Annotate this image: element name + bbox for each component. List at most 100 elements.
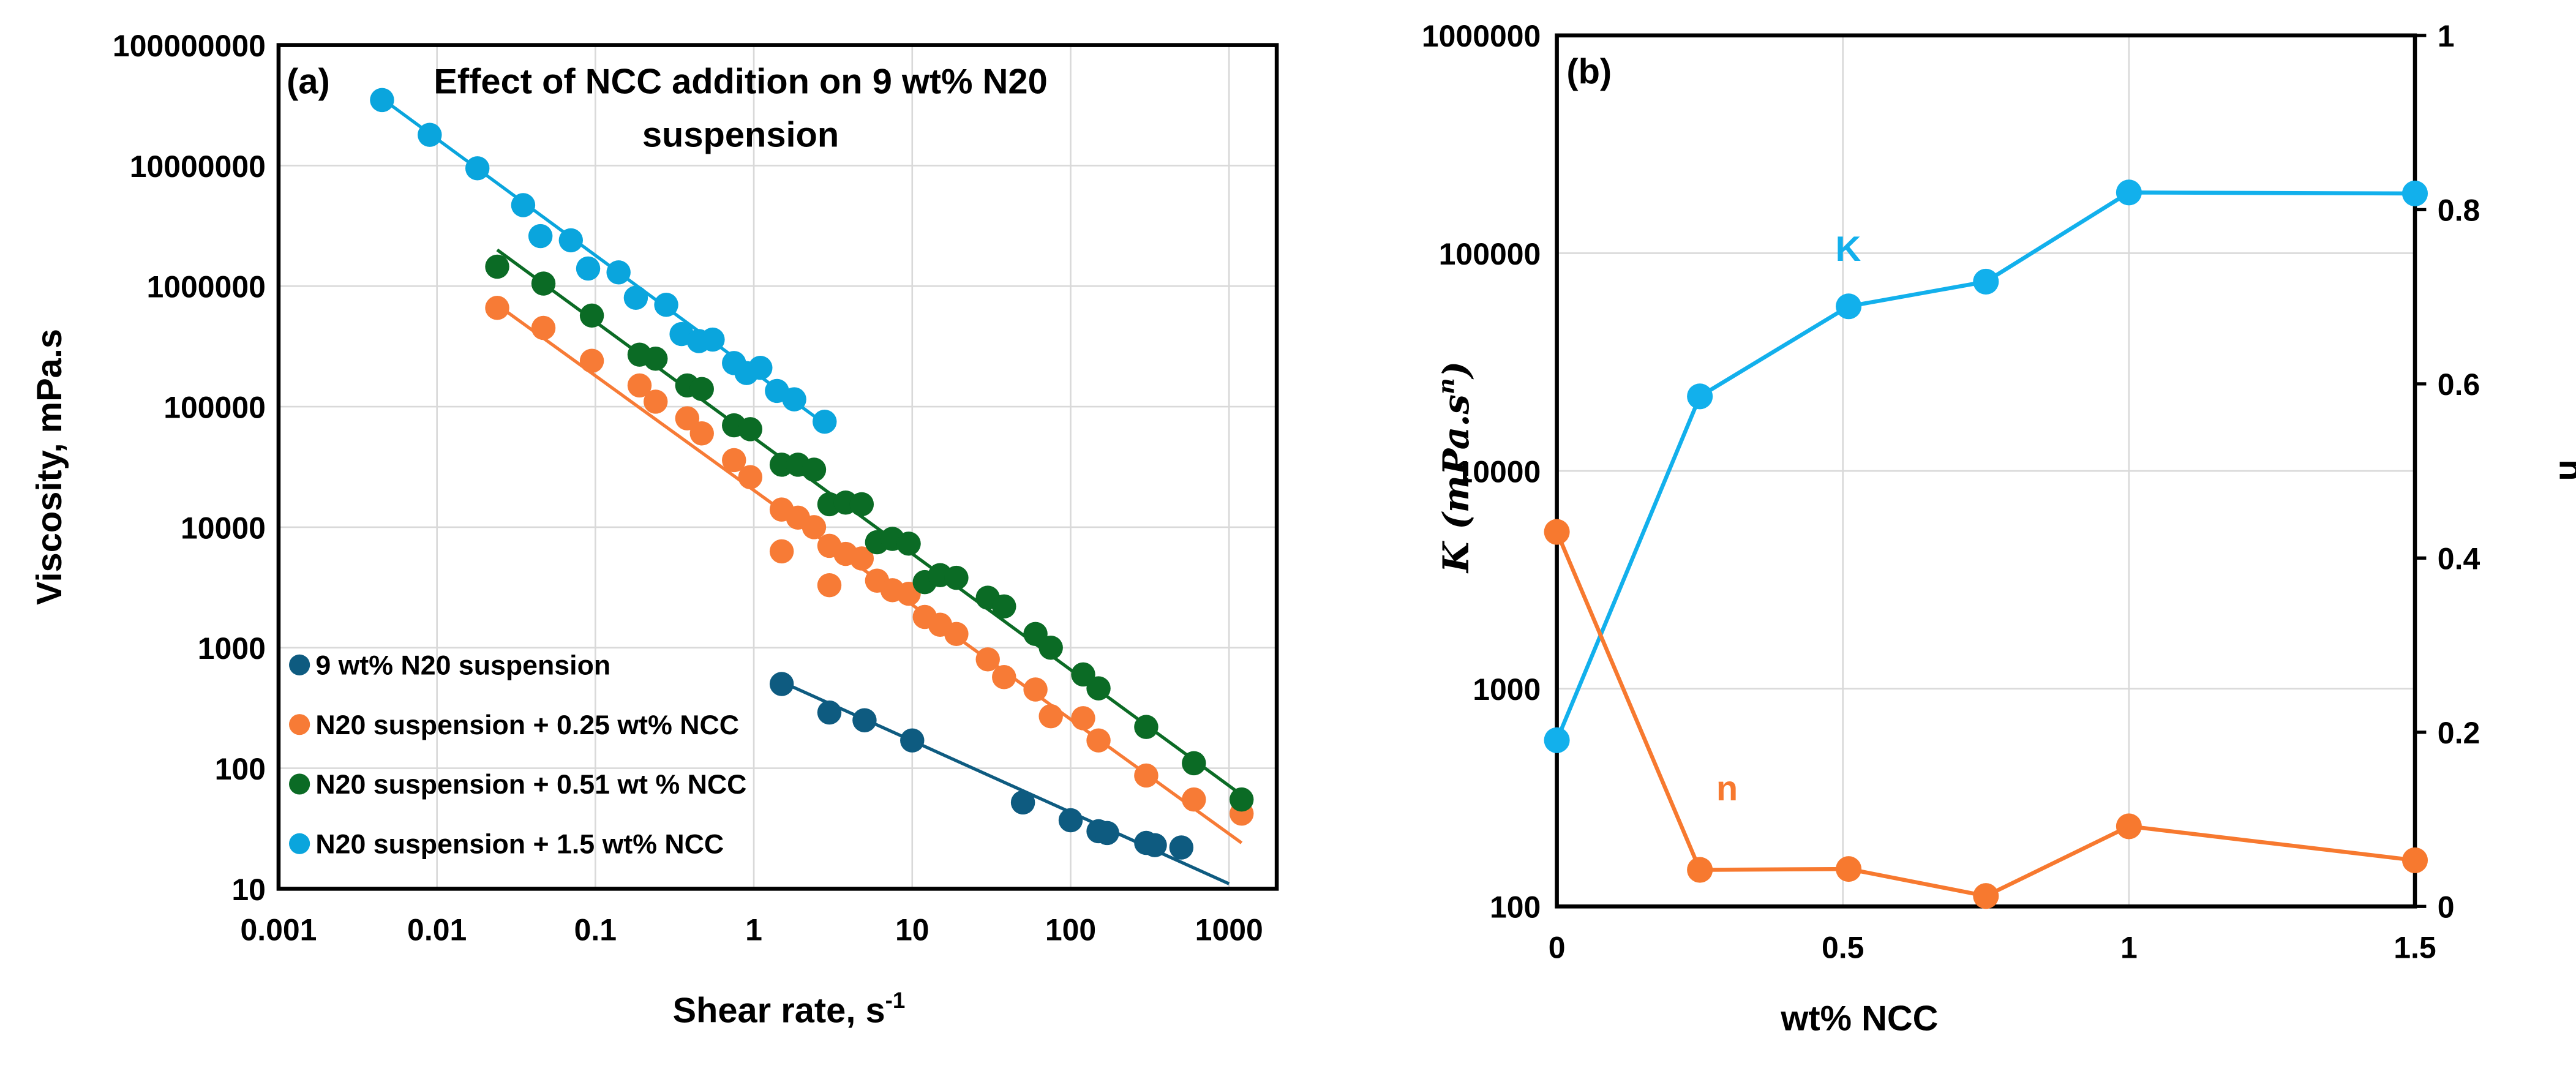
x-axis-label-text: Shear rate, s [672, 991, 885, 1031]
data-point [1687, 857, 1713, 883]
x-axis-label: wt% NCC [1780, 999, 1938, 1039]
data-point [1973, 268, 1999, 295]
y2-tick-label: 0.4 [2438, 542, 2480, 576]
series-K [1544, 179, 2428, 753]
data-point [689, 421, 714, 446]
y-tick-label: 1000 [1473, 672, 1541, 707]
data-point [485, 254, 509, 279]
series-4 [370, 88, 837, 434]
x-tick-label: 0.01 [407, 913, 467, 947]
fit-line [496, 248, 1243, 797]
data-point [1058, 808, 1083, 833]
data-point [722, 448, 746, 473]
data-point [738, 417, 763, 442]
x-tick-label: 1000 [1195, 913, 1263, 947]
data-point [511, 193, 536, 217]
series-1 [769, 672, 1230, 885]
data-point [579, 303, 604, 328]
y-tick-label: 10000000 [130, 149, 266, 184]
data-point [2401, 847, 2428, 873]
data-point [1023, 677, 1048, 702]
data-point [623, 285, 648, 310]
x-tick-label: 1 [2120, 930, 2138, 964]
data-point [896, 532, 921, 556]
data-point [627, 373, 652, 398]
y-tick-label: 10 [231, 873, 266, 907]
legend-label: N20 suspension + 0.51 wt % NCC [315, 770, 746, 800]
data-point [1544, 727, 1570, 753]
y-tick-label: 100 [215, 752, 266, 786]
data-point [1134, 715, 1158, 739]
x-tick-label: 0.001 [240, 913, 317, 947]
series-label-n: n [1716, 769, 1738, 808]
data-point [528, 224, 553, 249]
data-point [900, 728, 925, 753]
data-point [769, 672, 794, 696]
data-point [1182, 787, 1206, 812]
x-axis-label-superscript: -1 [885, 988, 906, 1013]
data-point [700, 327, 725, 352]
x-tick-label: 1.5 [2394, 930, 2436, 964]
data-point [817, 573, 842, 598]
data-point [1143, 833, 1167, 857]
data-point [418, 122, 442, 147]
y-tick-label: 100 [1490, 890, 1541, 925]
data-point [1071, 662, 1095, 687]
data-point [644, 347, 668, 371]
data-point [944, 565, 969, 590]
y-axis-label: K (mPa.sn) [1432, 361, 1477, 574]
legend-marker [289, 654, 310, 675]
legend-marker [289, 714, 310, 735]
data-point [2401, 180, 2428, 206]
data-point [1229, 787, 1254, 812]
data-point [654, 293, 678, 317]
x-tick-label: 100 [1045, 913, 1096, 947]
chart-title: suspension [642, 115, 839, 154]
data-point [782, 387, 806, 411]
data-point [1038, 636, 1063, 660]
legend-marker [289, 773, 310, 795]
data-point [992, 594, 1016, 619]
y2-tick-label: 0.8 [2438, 194, 2480, 228]
data-point [1086, 728, 1111, 753]
data-point [1687, 383, 1713, 410]
data-point [944, 622, 969, 647]
y-axis-label-end: ) [1435, 361, 1477, 380]
data-point [644, 389, 668, 414]
series-line [1555, 190, 2416, 742]
data-point [558, 228, 584, 253]
y-tick-label: 10000 [181, 511, 266, 545]
y-tick-label: 100000 [163, 390, 266, 424]
x-tick-label: 0.1 [574, 913, 617, 947]
plot-frame [276, 43, 1279, 891]
x-axis-label: Shear rate, s-1 [672, 988, 905, 1031]
data-point [748, 355, 773, 380]
data-point [802, 515, 827, 539]
data-point [1544, 519, 1570, 545]
x-tick-label: 0.5 [1822, 930, 1864, 964]
data-point [817, 700, 842, 725]
data-point [1836, 856, 1862, 882]
data-point [802, 457, 827, 482]
y2-tick-label: 0.2 [2438, 716, 2480, 750]
panel-b: 0 0.5 1 1.5 100 1000 10000 100000 1000000 0 0.2 0.4… [1422, 19, 2576, 1038]
series-3 [485, 248, 1254, 812]
data-point [1973, 883, 1999, 909]
y-tick-label: 100000000 [113, 29, 266, 63]
data-point [1095, 821, 1119, 846]
y2-tick-label: 0.6 [2438, 367, 2480, 402]
y-tick-label: 100000 [1439, 237, 1541, 271]
y-axis-label: Viscosity, mPa.s [30, 329, 69, 605]
chart-title: Effect of NCC addition on 9 wt% N20 [434, 62, 1047, 101]
series-label-k: K [1835, 230, 1861, 269]
data-point [1134, 763, 1158, 788]
data-point [738, 465, 763, 489]
x-tick-label: 10 [895, 913, 929, 947]
data-point [1038, 704, 1063, 729]
series-line [1555, 531, 2416, 898]
data-point [1010, 790, 1035, 815]
legend-label: N20 suspension + 1.5 wt% NCC [315, 830, 724, 860]
data-point [849, 492, 874, 517]
y-tick-label: 1000000 [1422, 19, 1541, 53]
